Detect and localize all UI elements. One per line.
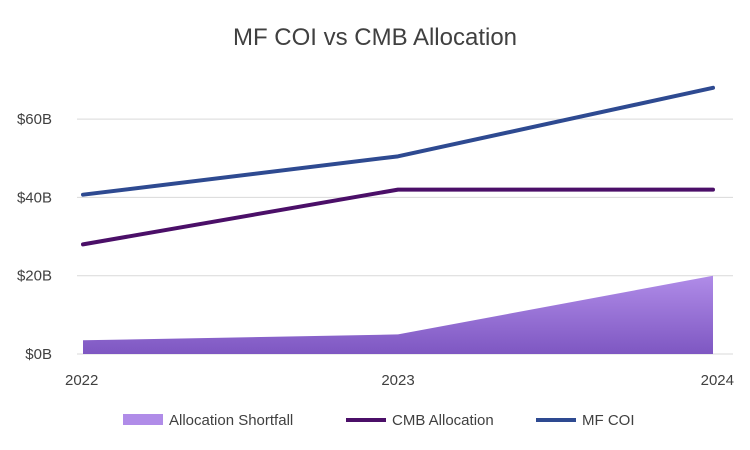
y-tick-label: $20B [17, 268, 52, 285]
area-layer [82, 275, 714, 354]
line-layer [81, 85, 715, 247]
legend-item: MF COI [536, 412, 635, 429]
y-tick-label: $60B [17, 111, 52, 128]
x-tick-label: 2022 [65, 372, 98, 389]
legend-label: CMB Allocation [392, 412, 494, 429]
x-tick-label: 2023 [381, 372, 414, 389]
legend: Allocation Shortfall CMB Allocation MF COI [123, 412, 635, 429]
legend-swatch [123, 414, 163, 425]
x-tick-label: 2024 [701, 372, 734, 389]
chart-title: MF COI vs CMB Allocation [233, 24, 517, 51]
y-tick-label: $40B [17, 189, 52, 206]
legend-label: Allocation Shortfall [169, 412, 293, 429]
legend-label: MF COI [582, 412, 635, 429]
line-series-2 [81, 85, 715, 197]
axis-layer: $0B $20B $40B $60B 2022 2023 2024 [17, 111, 734, 389]
area-allocation-shortfall [83, 275, 713, 354]
y-tick-label: $0B [25, 346, 52, 363]
legend-item: CMB Allocation [346, 412, 494, 429]
legend-item: Allocation Shortfall [123, 412, 293, 429]
